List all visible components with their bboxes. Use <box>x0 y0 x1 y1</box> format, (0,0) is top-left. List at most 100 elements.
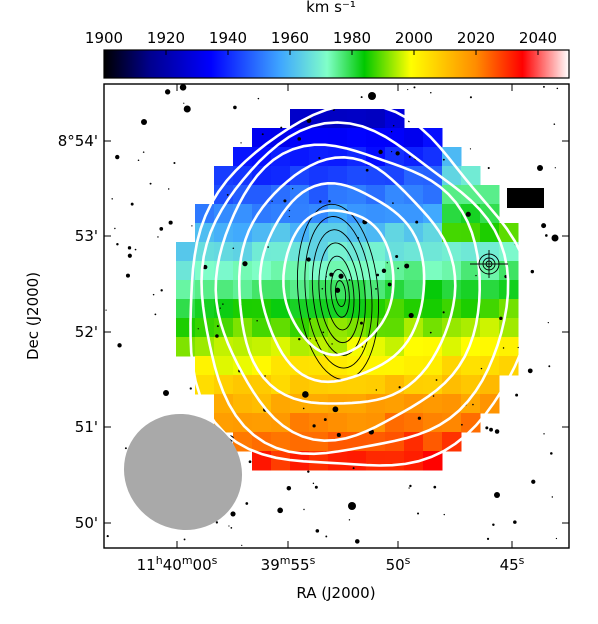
velocity-pixel <box>290 356 310 376</box>
plot-area <box>103 83 570 549</box>
hi-contour <box>214 143 482 443</box>
optical-source <box>531 479 536 484</box>
colorbar-tick-label: 2040 <box>519 29 557 47</box>
velocity-pixel <box>252 318 272 338</box>
velocity-pixel <box>442 185 462 205</box>
optical-contour <box>334 280 347 307</box>
velocity-pixel <box>195 375 215 395</box>
velocity-pixel <box>309 242 329 262</box>
velocity-pixel <box>252 128 272 148</box>
optical-source <box>154 313 157 316</box>
velocity-pixel <box>290 413 310 433</box>
velocity-pixel <box>385 280 405 300</box>
optical-source <box>216 325 219 328</box>
velocity-pixel <box>366 337 386 357</box>
optical-source <box>106 534 109 538</box>
optical-contour <box>330 268 350 318</box>
optical-source <box>125 273 130 278</box>
optical-source <box>267 246 269 248</box>
velocity-pixel <box>442 394 462 414</box>
optical-source <box>286 485 292 491</box>
optical-source <box>302 391 309 398</box>
optical-source <box>325 535 328 538</box>
x-tick-label: 45s <box>500 554 525 574</box>
y-tick-label: 52' <box>75 323 98 341</box>
y-axis-label: Dec (J2000) <box>24 272 42 360</box>
velocity-pixel <box>423 318 443 338</box>
velocity-pixel <box>271 261 291 281</box>
y-tick-labels: 8°54' 53' 52' 51' 50' <box>58 132 98 532</box>
velocity-pixel <box>233 261 253 281</box>
optical-source <box>408 487 410 489</box>
colorbar-tick-label: 1960 <box>271 29 309 47</box>
optical-source <box>248 460 252 464</box>
velocity-pixel <box>423 451 443 471</box>
optical-source <box>348 519 351 521</box>
optical-source <box>386 262 388 264</box>
velocity-pixel <box>366 204 386 224</box>
optical-source <box>157 236 159 238</box>
velocity-pixel <box>442 337 462 357</box>
velocity-pixel <box>366 223 386 243</box>
colorbar-tick-label: 1900 <box>85 29 123 47</box>
optical-source <box>489 427 493 432</box>
velocity-pixel <box>385 451 405 471</box>
optical-source <box>257 97 260 100</box>
velocity-pixel <box>480 185 500 205</box>
velocity-pixel <box>347 166 367 186</box>
optical-source <box>114 227 116 230</box>
optical-source <box>556 87 559 90</box>
velocity-pixel <box>385 128 405 148</box>
colorbar-tick-marks <box>103 50 539 55</box>
colorbar-tick-label: 1980 <box>333 29 371 47</box>
optical-source <box>554 167 556 169</box>
optical-source <box>461 423 463 426</box>
velocity-pixel <box>347 299 367 319</box>
colorbar-label: km s⁻¹ <box>306 0 356 16</box>
optical-source <box>378 149 383 155</box>
velocity-pixel <box>385 185 405 205</box>
velocity-pixel <box>442 413 462 433</box>
optical-source <box>230 511 236 517</box>
velocity-pixel <box>347 413 367 433</box>
velocity-pixel <box>309 356 329 376</box>
velocity-pixel <box>442 280 462 300</box>
y-tick-label: 53' <box>75 227 98 245</box>
optical-source <box>191 225 193 227</box>
optical-source <box>149 182 152 185</box>
optical-source <box>298 337 301 341</box>
optical-source <box>387 282 392 287</box>
colorbar: km s⁻¹ 1900 1920 1940 1960 1980 2000 2020 2040 <box>85 0 570 79</box>
velocity-pixel <box>176 318 196 338</box>
velocity-pixel <box>195 280 215 300</box>
velocity-pixel <box>290 375 310 395</box>
velocity-pixel <box>233 394 253 414</box>
velocity-pixel <box>309 451 329 471</box>
optical-source <box>413 86 416 89</box>
optical-source <box>397 267 399 270</box>
optical-source <box>134 248 137 251</box>
velocity-pixel <box>271 147 291 167</box>
velocity-pixel <box>233 337 253 357</box>
optical-source <box>472 403 474 406</box>
velocity-pixel <box>328 242 348 262</box>
optical-source <box>127 246 132 250</box>
velocity-pixel <box>233 204 253 224</box>
velocity-pixel <box>385 356 405 376</box>
velocity-pixel <box>423 242 443 262</box>
velocity-pixel <box>404 375 424 395</box>
optical-source <box>173 161 176 165</box>
optical-source <box>189 387 192 390</box>
optical-source <box>277 507 283 514</box>
optical-source <box>297 137 301 141</box>
velocity-pixel <box>404 128 424 148</box>
velocity-pixel <box>366 166 386 186</box>
optical-source <box>241 544 243 546</box>
optical-source <box>222 303 224 305</box>
x-tick-label: 39m55s <box>261 554 316 574</box>
optical-source <box>312 482 315 485</box>
optical-source <box>407 88 409 91</box>
x-tick-label: 11h40m00s <box>137 554 218 574</box>
hi-contour <box>200 121 510 456</box>
velocity-pixel <box>290 223 310 243</box>
